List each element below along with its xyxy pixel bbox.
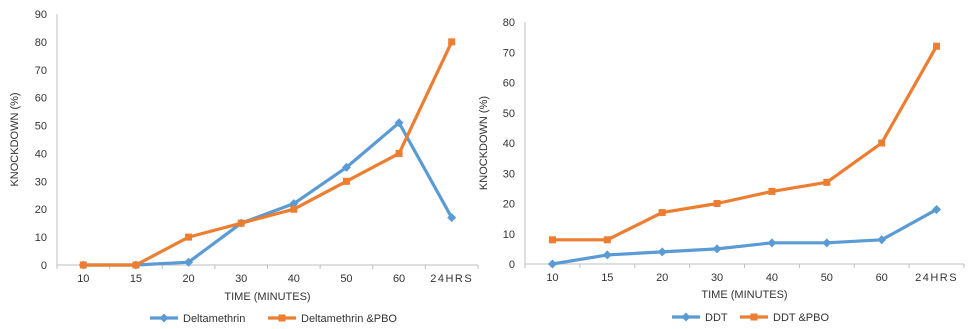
x-tick-label: 60 [393,273,405,285]
y-tick-label: 60 [35,93,47,105]
data-point [447,213,457,223]
data-point [822,238,832,248]
data-point [132,261,140,269]
x-axis-title: TIME (MINUTES) [224,291,310,303]
y-tick-label: 60 [503,78,515,90]
y-axis-title: KNOCKDOWN (%) [478,96,490,190]
series-line [550,44,939,242]
data-point [602,250,612,260]
x-tick-label: 24HRS [430,273,473,285]
y-tick-label: 10 [503,229,515,241]
data-point [290,205,298,213]
data-point [933,42,941,50]
legend-swatch-marker [750,313,758,321]
data-point [657,247,667,257]
legend-swatch-marker [159,313,169,323]
data-point [448,38,456,46]
x-tick-label: 15 [130,273,142,285]
data-point [877,235,887,245]
x-tick-label: 24HRS [915,272,958,284]
x-tick-label: 15 [601,272,613,284]
y-tick-label: 0 [509,259,515,271]
x-tick-label: 50 [821,272,833,284]
data-point [185,233,193,241]
x-tick-label: 60 [876,272,888,284]
data-point [878,139,886,147]
data-point [342,177,350,185]
x-tick-label: 40 [288,273,300,285]
data-point [394,118,404,128]
y-tick-label: 70 [503,47,515,59]
data-point [547,259,557,269]
y-tick-label: 40 [503,138,515,150]
data-point [658,209,666,217]
x-tick-label: 40 [766,272,778,284]
data-point [603,236,611,244]
legend-label: DDT [705,312,728,324]
y-axis-title: KNOCKDOWN (%) [9,92,21,186]
legend-swatch-marker [278,314,286,322]
y-tick-label: 30 [35,176,47,188]
y-tick-label: 0 [41,260,47,272]
data-point [184,257,194,267]
legend-label: Deltamethrin [183,313,245,325]
data-point [768,187,776,195]
x-tick-label: 20 [182,273,194,285]
series-line [550,207,939,266]
data-point [341,162,351,172]
y-tick-label: 70 [35,65,47,77]
x-tick-label: 20 [656,272,668,284]
data-point [823,178,831,186]
legend-label: Deltamethrin &PBO [301,313,397,325]
series-line [81,40,454,267]
data-point [395,149,403,157]
series-line [81,121,454,267]
data-point [79,261,87,269]
y-tick-label: 50 [35,121,47,133]
x-tick-label: 30 [235,273,247,285]
y-tick-label: 90 [35,9,47,21]
y-tick-label: 50 [503,108,515,120]
x-tick-label: 10 [77,273,89,285]
data-point [713,200,721,207]
x-tick-label: 50 [340,273,352,285]
y-tick-label: 40 [35,148,47,160]
y-tick-label: 80 [35,37,47,49]
legend-swatch-marker [681,312,691,322]
legend-label: DDT &PBO [773,312,829,324]
y-tick-label: 20 [35,204,47,216]
data-point [237,219,245,227]
y-tick-label: 10 [35,232,47,244]
x-tick-label: 10 [546,272,558,284]
y-tick-label: 80 [503,17,515,29]
data-point [712,244,722,254]
data-point [548,236,556,244]
y-tick-label: 30 [503,168,515,180]
data-point [767,238,777,248]
x-axis-title: TIME (MINUTES) [701,289,787,301]
y-tick-label: 20 [503,199,515,211]
data-point [932,205,942,215]
x-tick-label: 30 [711,272,723,284]
